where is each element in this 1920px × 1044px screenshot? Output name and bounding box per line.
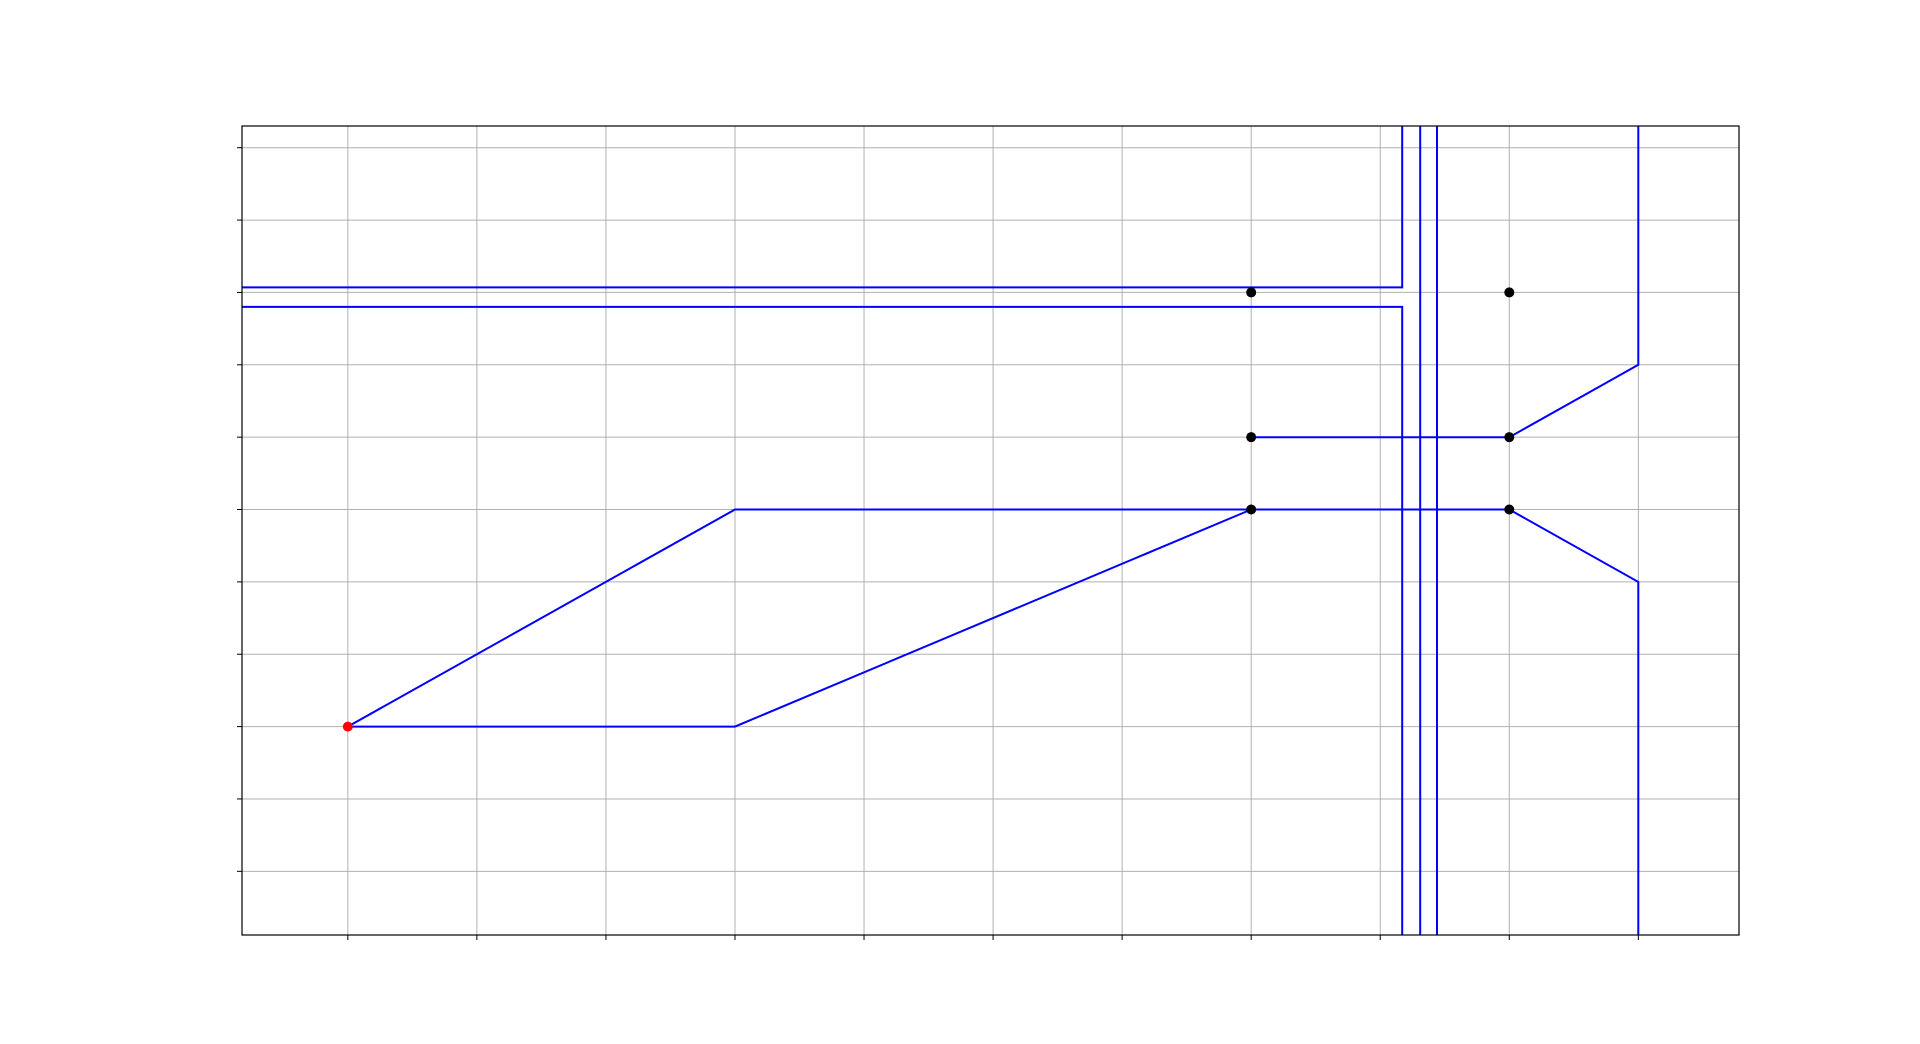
path-left-lower: [347, 508, 1252, 728]
path-left-upper: [347, 508, 1510, 728]
point-9-8: [1504, 287, 1515, 298]
point-7-6: [1246, 432, 1257, 443]
point-7-8: [1246, 287, 1257, 298]
grid-layer: [242, 126, 1739, 935]
point-9-5: [1504, 504, 1515, 515]
horizontal-band-bottom-edge: [242, 305, 1404, 935]
series-layer: [242, 126, 1640, 935]
tick-layer: [237, 147, 1639, 940]
point-9-6: [1504, 432, 1515, 443]
right-funnel-upper: [1508, 126, 1640, 439]
plot-frame: [241, 125, 1740, 936]
point-layer: [342, 287, 1515, 732]
right-funnel-lower: [1508, 508, 1640, 935]
horizontal-band-top-edge: [242, 126, 1404, 289]
point-7-5: [1246, 504, 1257, 515]
origin-point: [342, 721, 353, 732]
